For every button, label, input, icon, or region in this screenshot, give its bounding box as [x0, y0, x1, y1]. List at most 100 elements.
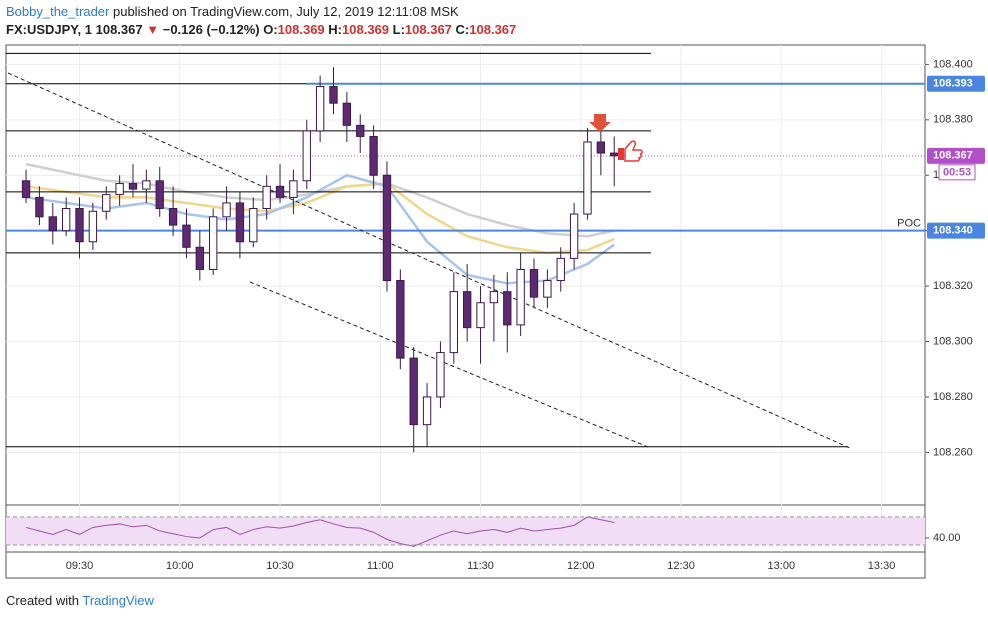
candle-body: [262, 185, 271, 209]
x-tick-label: 11:30: [467, 560, 494, 572]
chart-frame: [5, 44, 926, 579]
grid: [6, 45, 925, 552]
y-tick-label: 108.280: [933, 391, 973, 403]
y-tick-label: 108.300: [933, 335, 973, 347]
rsi-band: [6, 516, 925, 545]
candle-body: [449, 291, 458, 354]
chart: 09:30 10:00 10:30 11:00 11:30 12:00 12:30 13:00…: [5, 44, 985, 579]
rsi-tick-label: 40.00: [933, 532, 961, 544]
price-tag: [927, 147, 985, 164]
candle-body: [489, 291, 499, 304]
candle-body: [302, 130, 311, 182]
candle-body: [583, 141, 592, 215]
candle-body: [382, 174, 392, 282]
price-tag-label: 108.340: [933, 225, 973, 237]
trendline: [249, 281, 649, 448]
candle-body: [61, 207, 71, 232]
y-tick-label: 108.380: [933, 114, 973, 126]
candle-body: [596, 141, 606, 154]
x-tick-label: 13:30: [868, 560, 896, 572]
header-line: Bobby_the_trader published on TradingVie…: [6, 4, 459, 19]
icon-part: [624, 140, 643, 162]
thumbs-up-icon: [618, 140, 643, 162]
arrow-icon: [589, 114, 611, 132]
price-tag-label: 108.393: [933, 78, 973, 90]
last: 108.367: [95, 22, 143, 37]
candle-body: [315, 86, 325, 132]
x-tick-label: 11:00: [367, 560, 394, 572]
rsi-line: [25, 516, 615, 547]
candle-body: [21, 180, 31, 198]
candle-body: [369, 135, 378, 176]
candle-body: [48, 216, 57, 232]
candle-body: [115, 183, 124, 196]
high: 108.369: [342, 22, 390, 37]
candle-body: [342, 102, 352, 126]
brand: TradingView: [82, 593, 154, 608]
candle-body: [209, 216, 218, 270]
moving-averages: [25, 162, 615, 285]
candle-body: [222, 202, 231, 218]
c-label: C:: [455, 22, 470, 37]
footer: Created with TradingView: [6, 593, 154, 608]
icon-part: [618, 148, 624, 160]
direction: ▼: [146, 22, 160, 37]
countdown-tag: [938, 164, 976, 181]
candle-body: [409, 357, 418, 426]
axes: 09:30 10:00 10:30 11:00 11:30 12:00 12:30 13:00…: [66, 58, 985, 572]
candle-body: [88, 210, 98, 243]
candle-body: [436, 352, 445, 398]
candle-body: [182, 224, 191, 248]
candle-body: [235, 202, 245, 243]
candle-body: [396, 280, 405, 359]
candle-body: [462, 291, 472, 329]
open: 108.369: [277, 22, 325, 37]
x-tick-label: 12:30: [667, 560, 695, 572]
author: Bobby_the_trader: [6, 4, 110, 19]
h-label: H:: [328, 22, 343, 37]
close: 108.367: [469, 22, 517, 37]
price-tag: [927, 75, 985, 92]
moving-average: [25, 182, 615, 255]
x-tick-label: 10:30: [266, 560, 294, 572]
candle-body: [35, 196, 44, 218]
countdown: 00:53: [943, 167, 971, 179]
candle-body: [356, 124, 365, 137]
levels: [6, 52, 925, 448]
candles: [21, 67, 619, 453]
change: −0.126 (−0.12%): [162, 22, 260, 37]
low: 108.367: [404, 22, 452, 37]
poc-label: POC: [897, 218, 921, 230]
candle-body: [556, 257, 565, 282]
moving-average: [25, 173, 615, 285]
o-label: O:: [263, 22, 278, 37]
candle-body: [422, 396, 432, 426]
x-tick-label: 12:00: [567, 560, 595, 572]
candle-body: [569, 213, 579, 259]
candle-body: [128, 183, 138, 190]
candle-body: [329, 86, 338, 104]
candle-body: [102, 194, 111, 212]
candle-body: [516, 268, 525, 326]
footer-text: Created with: [6, 593, 79, 608]
y-tick-label: 108.260: [933, 446, 973, 458]
candle-body: [168, 207, 178, 226]
trendline: [7, 72, 853, 450]
rsi: [6, 516, 925, 547]
candle-body: [155, 180, 164, 209]
candle-body: [195, 246, 205, 270]
candle-body: [610, 152, 619, 157]
l-label: L:: [392, 22, 405, 37]
candle-body: [249, 207, 258, 243]
candle-body: [275, 185, 285, 198]
symbol: FX:USDJPY, 1: [6, 22, 92, 37]
x-tick-label: 10:00: [166, 560, 194, 572]
moving-average: [25, 162, 615, 238]
y-tick-label: 108.400: [933, 58, 973, 70]
candle-body: [543, 280, 552, 298]
candle-body: [503, 291, 512, 326]
price-tag-label: 108.367: [933, 150, 973, 162]
x-tick-label: 09:30: [66, 560, 94, 572]
candle-body: [476, 302, 485, 329]
candle-body: [289, 180, 298, 198]
